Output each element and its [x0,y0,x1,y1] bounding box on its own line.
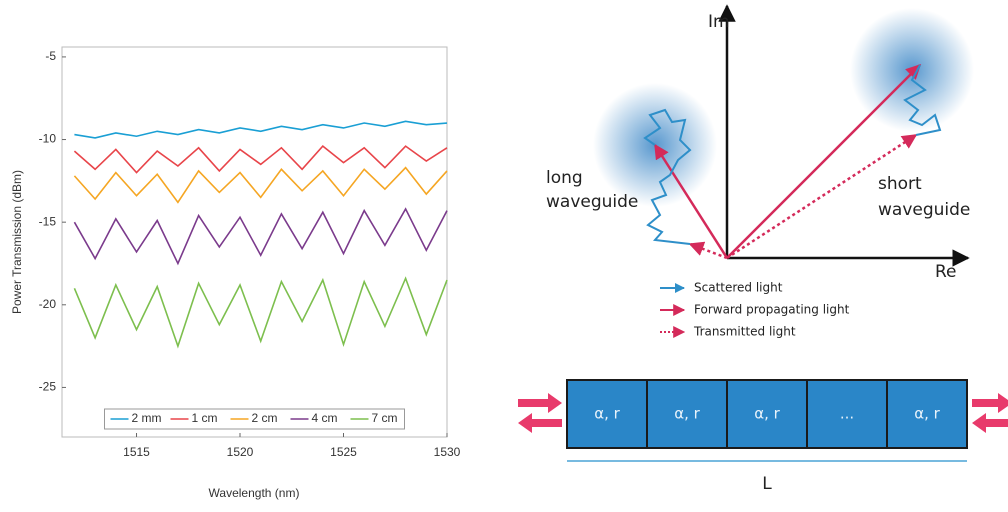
cell-label: α, r [594,405,620,423]
short-label: waveguide [878,200,970,220]
series-line [73,276,448,349]
transmitted-arrow [726,133,918,260]
y-tick-label: -15 [39,214,57,228]
y-tick-label: -5 [45,49,56,63]
cell-label: α, r [754,405,780,423]
cell-chain: α, r α, r α, r... α, r [566,379,968,449]
cell [726,379,808,449]
x-tick-label: 1520 [227,445,254,459]
cell [566,379,648,449]
cell-label: α, r [674,405,700,423]
y-tick-label: -10 [39,132,57,146]
series-line [73,207,448,266]
x-tick-label: 1525 [330,445,357,459]
plot-frame [61,46,448,438]
scatter-cloud [850,8,974,132]
legend-text: 2 cm [252,411,278,425]
series-line [73,145,448,174]
legend-text: Forward propagating light [694,303,850,317]
transmitted-arrow [688,241,728,260]
diagram: Im Re long waveguide short waveguide Sca… [518,4,1008,494]
y-axis-label: Power Transmission (dBm) [10,170,24,314]
series-line [73,166,448,204]
y-tick-label: -20 [39,297,57,311]
x-tick-label: 1515 [123,445,150,459]
cell-label: α, r [914,405,940,423]
legend-text: Scattered light [694,281,783,295]
scattered-path [903,64,942,136]
y-tick-label: -25 [39,380,57,394]
chart: Wavelength (nm) Power Transmission (dBm)… [10,46,461,500]
forward-arrow [653,143,729,259]
legend-text: 2 mm [132,411,162,425]
series-line [74,120,448,139]
short-label: short [878,174,922,194]
legend-text: Transmitted light [693,325,796,339]
im-label: Im [708,12,730,32]
long-label: long [546,168,583,188]
x-tick-label: 1530 [434,445,461,459]
legend-text: 4 cm [312,411,338,425]
legend-text: 1 cm [192,411,218,425]
forward-arrow [726,63,922,259]
re-label: Re [935,262,957,282]
cell [886,379,968,449]
x-axis-label: Wavelength (nm) [209,486,300,500]
cell [646,379,728,449]
cell [806,379,888,449]
long-label: waveguide [546,192,638,212]
io-arrows [518,393,1008,433]
scattered-path [643,108,692,245]
legend-box [104,408,405,430]
length-label: L [762,474,772,494]
cell-label: ... [840,405,854,423]
legend-text: 7 cm [372,411,398,425]
